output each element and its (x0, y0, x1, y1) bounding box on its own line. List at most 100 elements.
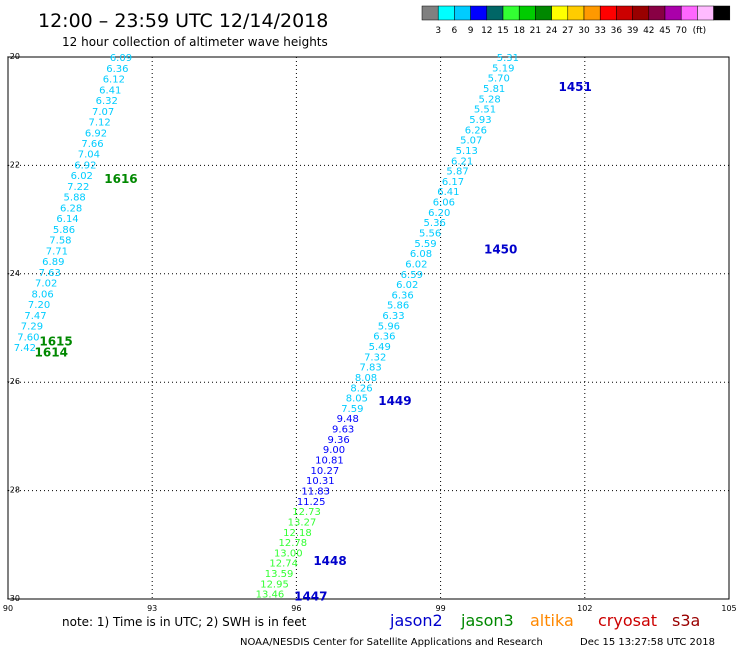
wave-height-label: 7.32 (364, 352, 386, 363)
wave-height-label: 9.48 (337, 414, 359, 425)
wave-height-label: 11.83 (301, 486, 330, 497)
wave-height-label: 6.21 (451, 156, 473, 167)
y-tick-label: -26 (7, 377, 20, 386)
wave-height-label: 8.05 (346, 394, 368, 405)
colorbar-swatch (713, 5, 731, 21)
wave-height-label: 12.73 (292, 507, 321, 518)
footer-timestamp: Dec 15 13:27:58 UTC 2018 (580, 637, 715, 648)
wave-height-label: 7.04 (78, 150, 100, 161)
colorbar-swatch (502, 5, 520, 21)
wave-height-label: 6.33 (382, 311, 404, 322)
wave-height-label: 6.02 (396, 280, 418, 291)
wave-height-label: 5.19 (492, 63, 514, 74)
wave-height-label: 5.36 (424, 218, 446, 229)
x-tick-label: 99 (436, 604, 446, 613)
wave-height-label: 5.70 (488, 74, 510, 85)
wave-height-label: 7.12 (88, 118, 110, 129)
wave-height-label: 6.28 (60, 203, 82, 214)
colorbar-label: 45 (659, 26, 670, 36)
wave-height-label: 6.92 (74, 160, 96, 171)
wave-height-label: 5.28 (478, 94, 500, 105)
colorbar-swatch (551, 5, 569, 21)
legend-jason2: jason2 (389, 611, 443, 630)
wave-height-label: 7.83 (359, 363, 381, 374)
wave-height-label: 5.81 (483, 84, 505, 95)
colorbar-label: 42 (643, 26, 654, 36)
wave-height-label: 12.95 (260, 579, 289, 590)
x-tick-label: 105 (721, 604, 736, 613)
wave-height-label: 8.06 (31, 289, 53, 300)
pass-number-label: 1449 (378, 394, 411, 408)
pass-number-label: 1615 (39, 335, 72, 349)
wave-height-label: 12.18 (283, 528, 312, 539)
colorbar-swatch (470, 5, 488, 21)
wave-height-label: 7.20 (28, 300, 50, 311)
wave-height-label: 6.41 (99, 85, 121, 96)
axis-tick-labels: 90 93 96 99 102 105 -20 -22 -24 -26 -28 -30 (3, 52, 737, 613)
wave-height-label: 6.36 (373, 332, 395, 343)
pass-number-label: 1614 (35, 345, 68, 359)
y-tick-label: -22 (7, 160, 20, 169)
satellite-legend: jason2 jason3 altika cryosat s3a (389, 611, 700, 630)
wave-height-label: 6.06 (433, 198, 455, 209)
colorbar-legend: 3 6 9 12 15 18 21 24 27 30 33 36 39 42 45 70 (ft) (421, 5, 731, 36)
wave-height-label: 7.63 (39, 268, 61, 279)
colorbar-label: 30 (578, 26, 590, 36)
pass-number-label: 1447 (294, 589, 327, 603)
wave-height-label: 9.00 (323, 445, 345, 456)
wave-height-label: 5.88 (64, 193, 86, 204)
colorbar-label: 27 (562, 26, 573, 36)
colorbar-label: 15 (497, 26, 508, 36)
wave-height-label: 6.02 (71, 171, 93, 182)
wave-height-label: 6.41 (437, 187, 459, 198)
wave-height-label: 6.89 (42, 257, 64, 268)
pass-number-label: 1616 (104, 172, 137, 186)
wave-height-label: 6.32 (96, 96, 118, 107)
y-tick-label: -28 (7, 486, 20, 495)
wave-height-label: 10.81 (315, 456, 344, 467)
chart-title: 12:00 – 23:59 UTC 12/14/2018 (38, 10, 328, 32)
legend-altika: altika (530, 611, 574, 630)
colorbar-label: 6 (452, 26, 458, 36)
y-tick-label: -24 (7, 269, 20, 278)
wave-height-label: 6.12 (103, 75, 125, 86)
colorbar-swatch (535, 5, 552, 21)
grid (8, 57, 729, 599)
wave-height-label: 6.36 (392, 290, 414, 301)
wave-height-label: 5.49 (369, 342, 391, 353)
wave-height-label: 6.17 (442, 177, 464, 188)
wave-height-label: 7.66 (81, 139, 103, 150)
legend-cryosat: cryosat (598, 611, 657, 630)
footer-note: note: 1) Time is in UTC; 2) SWH is in fe… (62, 615, 307, 629)
colorbar-swatch (616, 5, 633, 21)
wave-height-label: 5.51 (474, 105, 496, 116)
wave-height-label: 10.27 (311, 466, 340, 477)
wave-height-label: 13.27 (288, 517, 317, 528)
wave-height-label: 13.46 (256, 590, 285, 601)
colorbar-swatch (599, 5, 617, 21)
colorbar-swatch (680, 5, 698, 21)
wave-height-label: 5.31 (497, 53, 519, 64)
wave-height-label: 7.59 (341, 404, 363, 415)
colorbar-swatch (518, 5, 536, 21)
x-tick-label: 102 (577, 604, 592, 613)
colorbar-swatch (632, 5, 650, 21)
colorbar-label: 18 (513, 26, 525, 36)
wave-height-label: 13.59 (265, 569, 294, 580)
wave-height-label: 6.02 (405, 259, 427, 270)
colorbar-swatch (437, 5, 455, 21)
wave-height-label: 6.09 (110, 53, 132, 64)
colorbar-swatch (486, 5, 504, 21)
x-tick-label: 90 (3, 604, 13, 613)
wave-height-label: 5.07 (460, 136, 482, 147)
wave-height-label: 6.36 (106, 64, 128, 75)
wave-height-label: 9.36 (327, 435, 349, 446)
wave-height-label: 5.56 (419, 229, 441, 240)
chart-subtitle: 12 hour collection of altimeter wave hei… (62, 35, 328, 49)
legend-jason3: jason3 (460, 611, 514, 630)
wave-height-label: 6.08 (410, 249, 432, 260)
colorbar-label: 33 (594, 26, 605, 36)
wave-height-label: 7.71 (46, 246, 68, 257)
